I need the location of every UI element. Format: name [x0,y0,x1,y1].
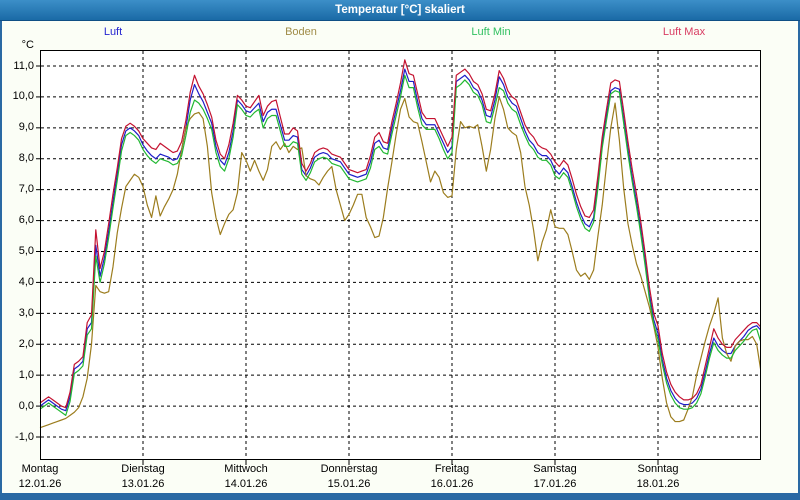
y-tick-label: 11,0 [13,59,34,72]
plot-surface [40,50,761,460]
y-tick-label: 4,0 [18,275,34,288]
x-day-date: 18.01.26 [636,478,680,490]
y-tick-label: 3,0 [18,306,34,319]
x-day-date: 13.01.26 [121,478,165,490]
x-day-date: 14.01.26 [224,478,268,490]
x-day-date: 12.01.26 [18,478,62,490]
x-day-name: Sonntag [637,463,679,475]
x-day-name: Montag [21,463,59,475]
legend-item-luft: Luft [103,26,123,38]
x-day-date: 15.01.26 [327,478,371,490]
x-day-name: Samstag [533,463,577,475]
plot-border [40,50,761,460]
y-tick-label: 9,0 [18,121,34,134]
series-line-luft [39,68,761,412]
x-day-name: Mittwoch [224,463,268,475]
y-tick-label: 0,0 [18,399,34,412]
y-tick-label: 6,0 [18,214,34,227]
legend-item-luft-min: Luft Min [471,26,511,38]
series-line-luft-min [39,74,761,416]
series-line-boden [39,96,761,429]
y-tick-label: 7,0 [18,183,34,196]
x-day-name: Freitag [434,463,470,475]
y-tick-label: 2,0 [18,337,34,350]
x-day-date: 16.01.26 [430,478,474,490]
x-day-date: 17.01.26 [533,478,577,490]
y-tick-label: 8,0 [18,152,34,165]
y-tick-label: 1,0 [18,368,34,381]
window-title: Temperatur [°C] skaliert [0,0,800,21]
plot-area [36,50,761,465]
legend-item-luft-max: Luft Max [662,26,706,38]
x-day-name: Dienstag [121,463,165,475]
x-day-name: Donnerstag [320,463,378,475]
legend-item-boden: Boden [285,26,317,38]
y-tick-label: -1,0 [15,430,34,443]
y-axis-unit-label: °C [21,39,34,51]
y-tick-label: 5,0 [18,245,34,257]
y-tick-label: 10,0 [12,90,34,103]
series-line-luft-max [39,59,761,409]
